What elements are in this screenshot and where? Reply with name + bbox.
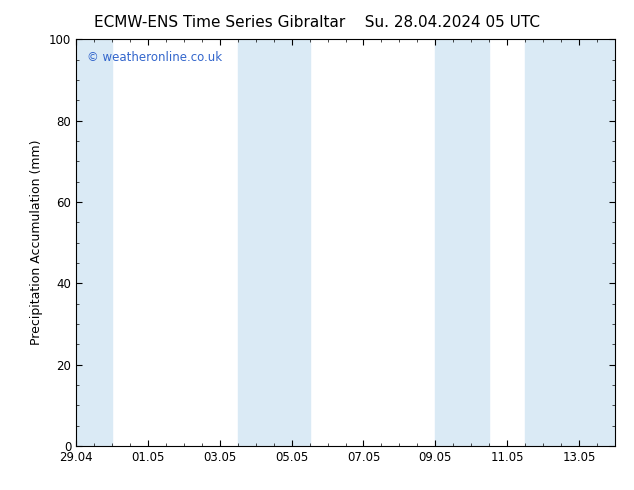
- Bar: [238, 39, 309, 446]
- Bar: [525, 39, 615, 446]
- Bar: [436, 39, 489, 446]
- Bar: [76, 39, 112, 446]
- Y-axis label: Precipitation Accumulation (mm): Precipitation Accumulation (mm): [30, 140, 43, 345]
- Text: © weatheronline.co.uk: © weatheronline.co.uk: [87, 51, 222, 64]
- Text: ECMW-ENS Time Series Gibraltar    Su. 28.04.2024 05 UTC: ECMW-ENS Time Series Gibraltar Su. 28.04…: [94, 15, 540, 30]
